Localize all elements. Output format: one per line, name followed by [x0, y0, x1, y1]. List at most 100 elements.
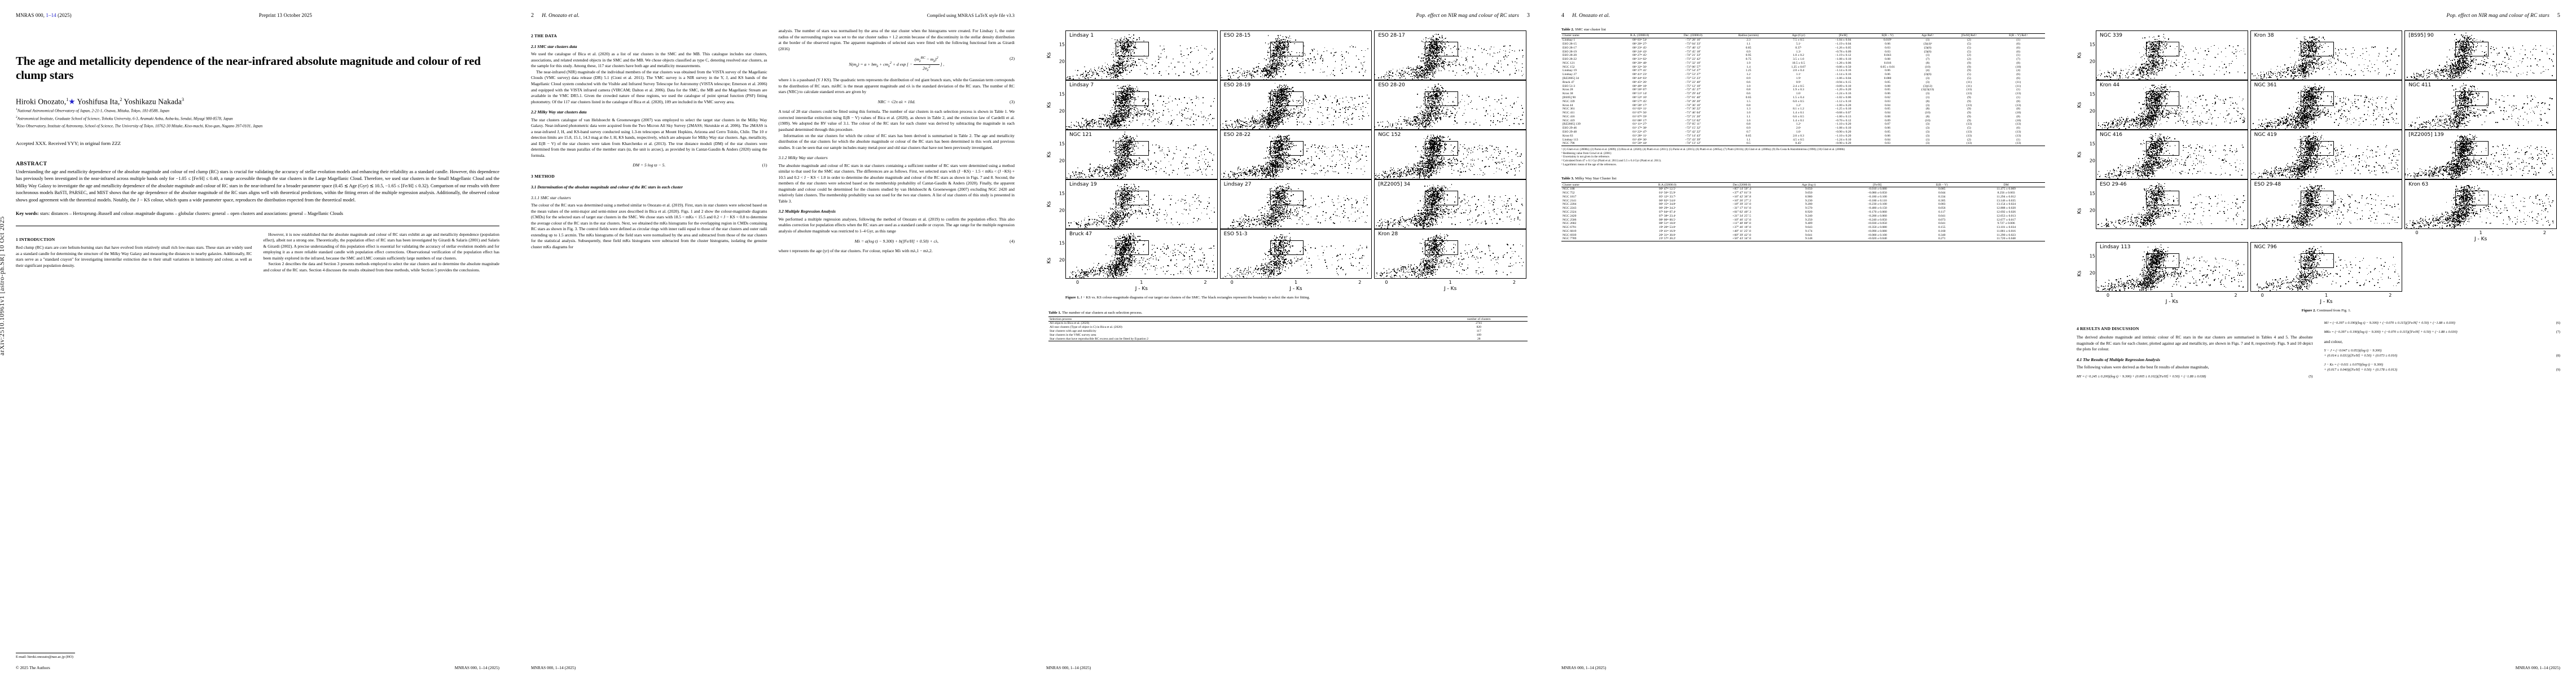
- table-cell: 0.06: [1867, 73, 1909, 77]
- page-1: MNRAS 000, 1–14 (2025) Preprint 13 Octob…: [0, 0, 515, 677]
- cmd-panel-label: ESO 28-19: [1224, 82, 1251, 88]
- section-introduction-heading: 1 INTRODUCTION: [16, 237, 252, 243]
- cmd-panel[interactable]: NGC 121: [1065, 130, 1218, 179]
- table-cell: 06ʰ 29ᵐ 34.2ˢ: [1630, 206, 1704, 210]
- equation-6-body: MJ = (−0.397 ± 0.190)(log t) − 9.300) + …: [2324, 321, 2455, 325]
- table-cell: 1.3ᶜ: [1778, 50, 1820, 54]
- cmd-panel[interactable]: Kron 38: [2250, 30, 2403, 80]
- x-tick-label: 1: [2325, 293, 2328, 298]
- table-1-label: Table 1.: [1048, 311, 1061, 315]
- cmd-panel[interactable]: NGC 339: [2096, 30, 2248, 80]
- cmd-panel[interactable]: Lindsay 19: [1065, 179, 1218, 229]
- cmd-cell: NGC 411: [2404, 80, 2557, 130]
- table-cell: 5.1ᶜ: [1778, 42, 1820, 46]
- table-cell: (1): [1991, 54, 2045, 58]
- cmd-cell: NGC 121 Ks 15 20: [1065, 130, 1218, 179]
- cmd-panel[interactable]: ESO 51-3: [1220, 229, 1372, 279]
- footnote-email: E-mail: hiroki.onozato@nao.ac.jp (HO): [16, 655, 185, 660]
- table-column-header: Age (Gyr): [1778, 34, 1820, 38]
- cmd-panel[interactable]: Lindsay 1: [1065, 30, 1218, 80]
- cmd-panel[interactable]: ESO 28-19: [1220, 80, 1372, 130]
- x-tick-label: 1: [1294, 280, 1297, 285]
- x-tick-label: 2: [2389, 293, 2391, 298]
- table-cell: 11.294 ± 0.012: [1967, 195, 2045, 199]
- table-cell: 0.9ᶜ: [1778, 80, 1820, 84]
- table-cell: 00ʰ 50ᵐ 07ˢ: [1613, 88, 1666, 92]
- table-cell: 1.3: [1719, 107, 1777, 111]
- table-cell: (3)(6): [1909, 73, 1947, 77]
- table-cell: 00ʰ 48ᵐ 18ˢ: [1613, 84, 1666, 88]
- cmd-panel[interactable]: ESO 29-48: [2250, 179, 2403, 229]
- cmd-panel-label: [BS95] 90: [2408, 33, 2434, 38]
- table-cell: −0.170 ± 0.060: [1838, 210, 1916, 214]
- cmd-panel[interactable]: ESO 28-15: [1220, 30, 1372, 80]
- cmd-panel[interactable]: NGC 419: [2250, 130, 2403, 179]
- table-cell: −75° 12′ 10″: [1666, 84, 1719, 88]
- cmd-panel[interactable]: Lindsay 27: [1220, 179, 1372, 229]
- affiliation-2-text: Astronomical Institute, Graduate School …: [17, 116, 233, 121]
- table-cell: 1.1ᶜ: [1778, 73, 1820, 77]
- rc-selection-box: [1116, 91, 1149, 106]
- table-cell: 9.727 ± 0.006: [1967, 222, 2045, 226]
- c2-paragraph-4: Information on the star clusters for whi…: [779, 133, 1015, 151]
- table-column-header: DM: [1967, 183, 2045, 187]
- table-cell: 9.650: [1779, 187, 1838, 191]
- cmd-panel[interactable]: NGC 796: [2250, 242, 2403, 292]
- table-cell: −1.00 ± 0.20: [1820, 103, 1867, 107]
- cmd-panel[interactable]: [BS95] 90: [2404, 30, 2557, 80]
- table-cell: 20ʰ 31ᵐ 30.0ˢ: [1630, 233, 1704, 237]
- cmd-cell: NGC 152: [1374, 130, 1526, 179]
- cmd-panel[interactable]: Kron 28: [1374, 229, 1526, 279]
- cmd-panel[interactable]: NGC 411: [2404, 80, 2557, 130]
- table-cell: 0.083: [1916, 203, 1967, 206]
- table-cell: NGC 411: [1561, 111, 1613, 115]
- table-2-block: Table 2. SMC star cluster list Cluster n…: [1561, 27, 2045, 167]
- cmd-panel[interactable]: [RZ2005] 34: [1374, 179, 1526, 229]
- rc-selection-box: [2455, 42, 2489, 56]
- cmd-panel[interactable]: Kron 63: [2404, 179, 2557, 229]
- table-header-row: Selection process number of clusters: [1048, 317, 1528, 322]
- page-2-head-left: 2 H. Onozato et al.: [531, 12, 580, 19]
- table-cell: 01ʰ 07ᵐ 56ˢ: [1613, 111, 1666, 115]
- cmd-panel[interactable]: [RZ2005] 139: [2404, 130, 2557, 179]
- table-cell: (7): [1991, 58, 2045, 61]
- cmd-panel-label: [RZ2005] 139: [2408, 132, 2443, 138]
- table-cell: 0.06: [1867, 92, 1909, 96]
- cmd-panel[interactable]: Kron 44: [2096, 80, 2248, 130]
- table-cell: Kron 44: [1561, 103, 1613, 107]
- table-cell: −72° 53′ 23″: [1666, 77, 1719, 81]
- cmd-panel[interactable]: ESO 28-22: [1220, 130, 1372, 179]
- table-cell: 0.6: [1719, 92, 1777, 96]
- table-cell: 0.65: [1719, 96, 1777, 100]
- table-cell: 07ʰ 38ᵐ 23.4ˢ: [1630, 214, 1704, 218]
- cmd-panel[interactable]: Lindsay 113: [2096, 242, 2248, 292]
- cmd-panel[interactable]: ESO 28-17: [1374, 30, 1526, 80]
- y-tick-label: 20: [1059, 108, 1065, 113]
- equation-8-line-2: + (0.014 ± 0.031)([Fe/H] + 0.50) + (0.07…: [2324, 354, 2398, 358]
- table-cell: 1.6ᶜ: [1778, 92, 1820, 96]
- rc-selection-box: [2146, 42, 2179, 56]
- figure-2-caption-text: Continued from Fig. 1.: [2317, 309, 2351, 313]
- cmd-panel[interactable]: ESO 29-46: [2096, 179, 2248, 229]
- table-cell: −0.94 ± 0.15: [1820, 80, 1867, 84]
- equation-4-body: Mλ = a(log t) − 9.300) + b([Fe/H] + 0.50…: [854, 239, 938, 244]
- cmd-panel[interactable]: NGC 361: [2250, 80, 2403, 130]
- cmd-panel[interactable]: Lindsay 7: [1065, 80, 1218, 130]
- table-cell: −1.00 ± 0.13: [1820, 115, 1867, 118]
- cmd-panel[interactable]: NGC 416: [2096, 130, 2248, 179]
- keywords-block: Key words: stars: distances – Hertzsprun…: [16, 210, 499, 217]
- equation-6-number: (6): [2556, 321, 2560, 326]
- x-tick-label: 0: [2415, 230, 2418, 235]
- table-cell: 8.980: [1779, 195, 1838, 199]
- cmd-panel-label: ESO 29-48: [2254, 182, 2281, 187]
- keywords-label: Key words:: [16, 211, 39, 216]
- journal-ref-pages[interactable]: 1–14: [46, 12, 56, 18]
- cmd-panel[interactable]: Bruck 47: [1065, 229, 1218, 279]
- cmd-panel[interactable]: NGC 152: [1374, 130, 1526, 179]
- cmd-cell: ESO 29-48: [2250, 179, 2403, 242]
- cmd-panel[interactable]: ESO 28-20: [1374, 80, 1526, 130]
- equation-4-number: (4): [1010, 239, 1015, 245]
- table-cell: (5): [1947, 46, 1992, 50]
- table-cell: 0.04: [1867, 103, 1909, 107]
- table-cell: 0.06: [1867, 69, 1909, 73]
